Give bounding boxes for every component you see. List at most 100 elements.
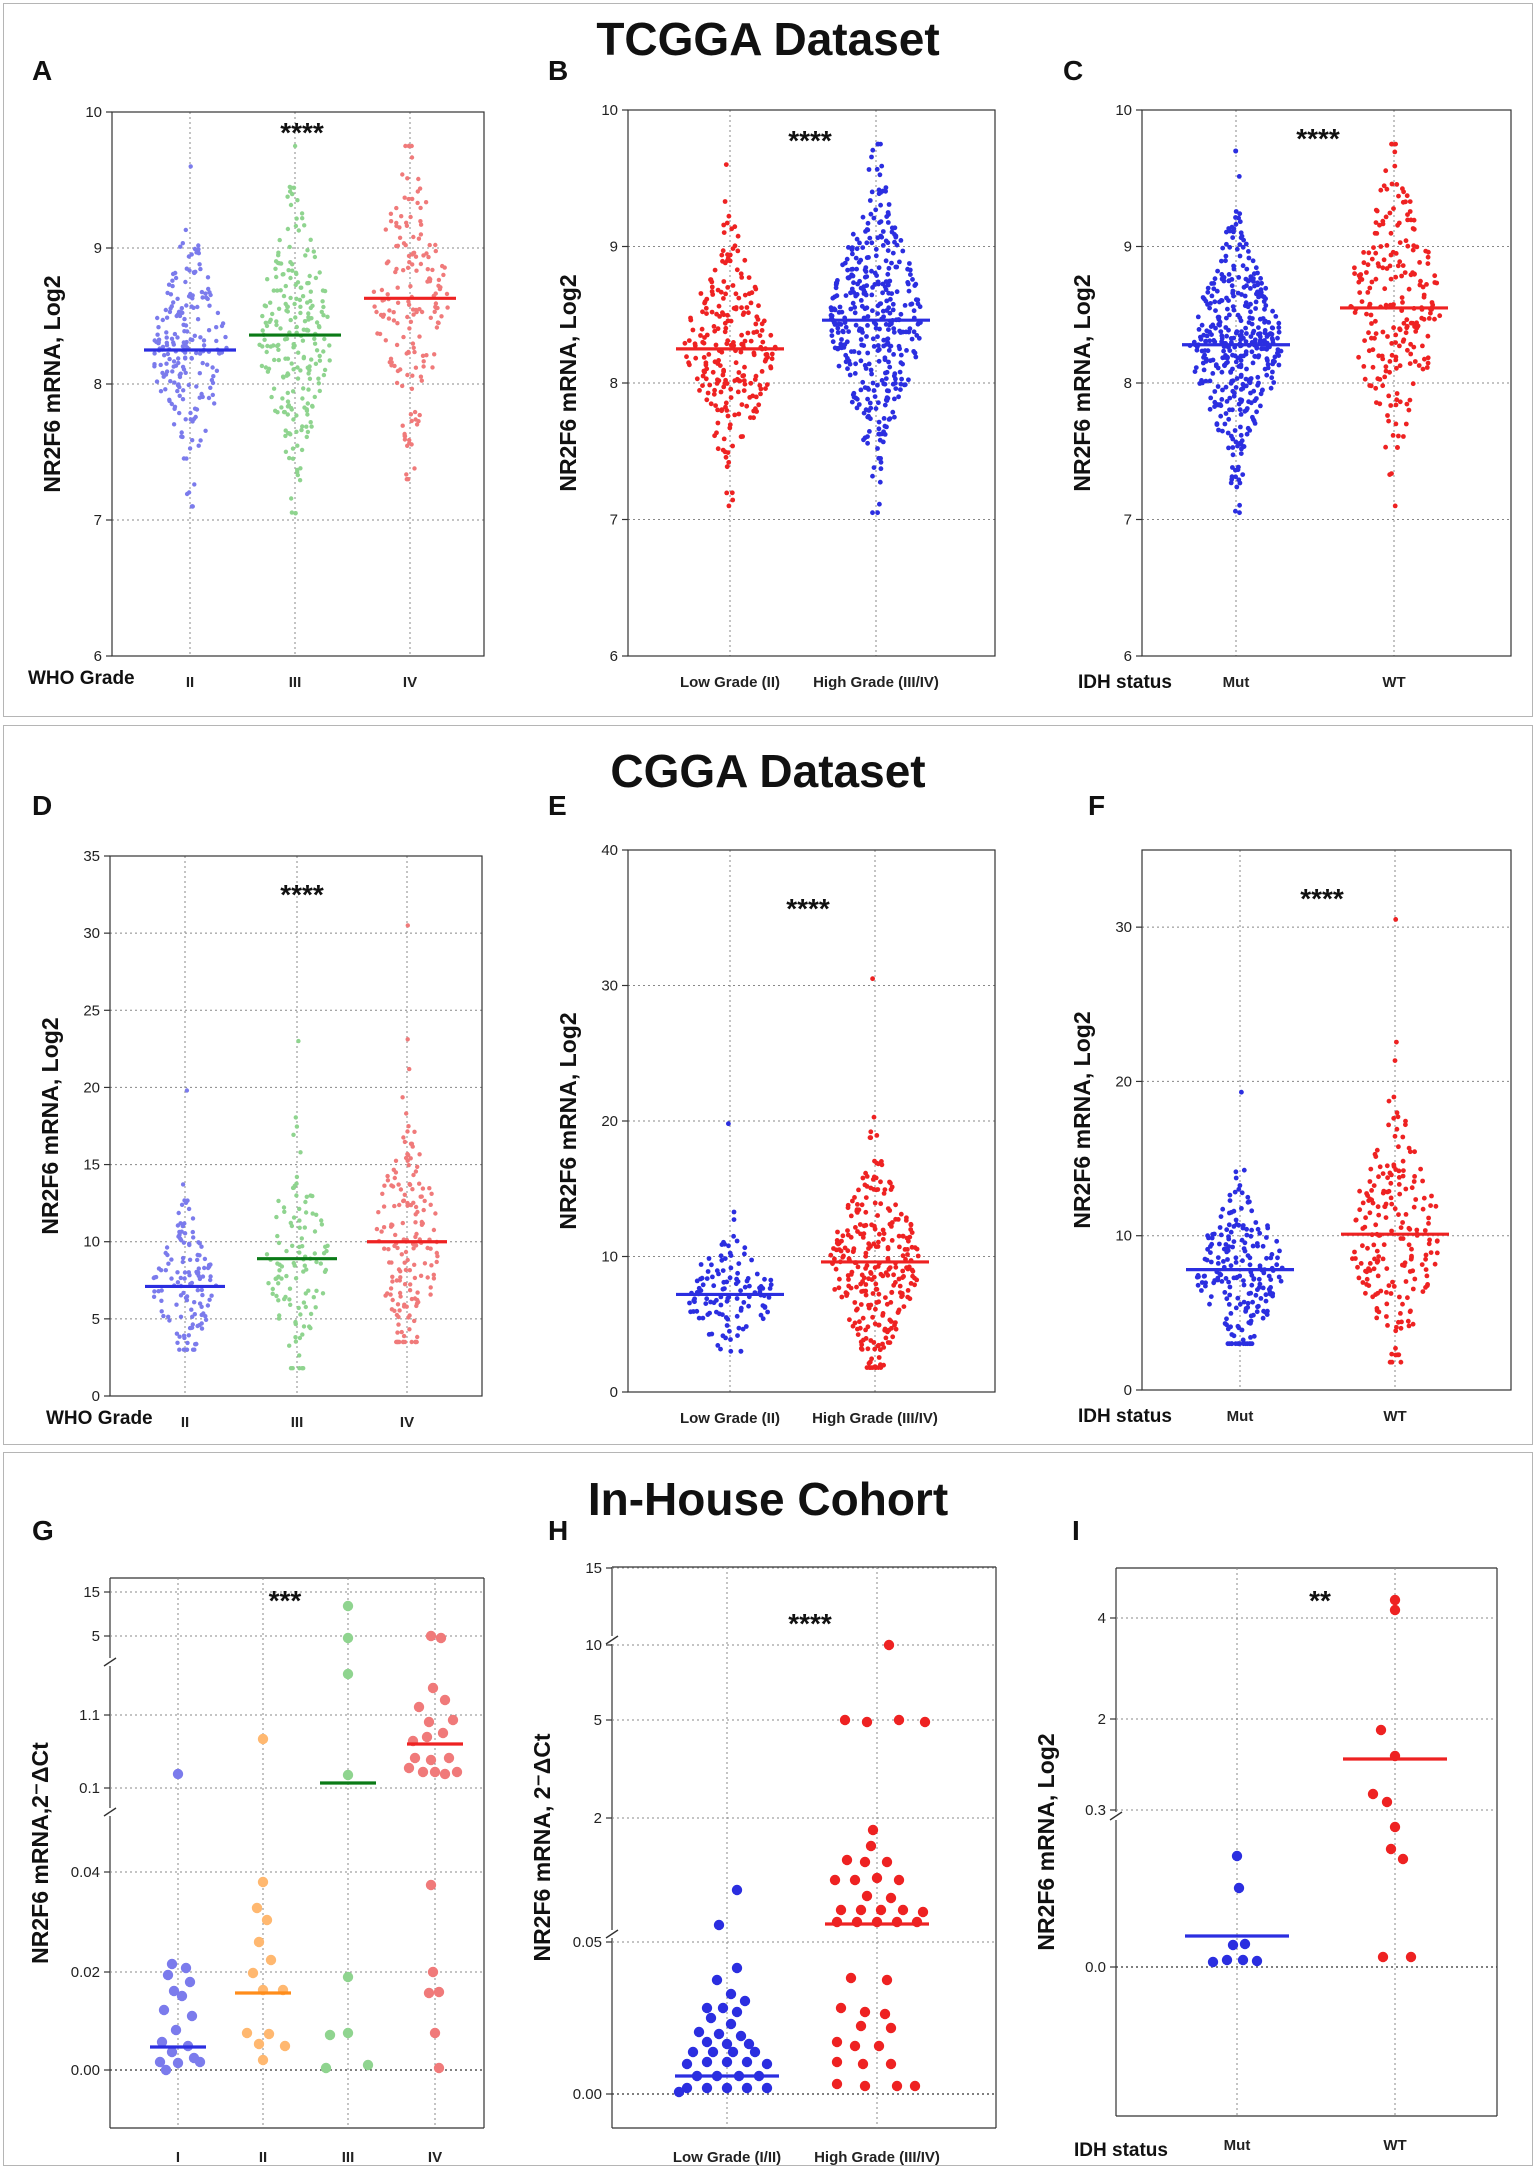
data-point [751,352,757,358]
data-point [726,1121,731,1127]
data-point [1241,237,1246,243]
data-point [303,1291,308,1296]
data-point [1405,347,1410,353]
data-point [1396,1175,1402,1180]
data-point [875,279,881,285]
data-point [210,365,215,370]
data-point [1392,1206,1398,1212]
data-point [750,393,756,399]
data-point [853,293,859,299]
data-point [1234,484,1240,490]
data-point [1233,508,1238,514]
data-point [1367,285,1373,291]
data-point [1257,1230,1263,1236]
data-point [171,342,176,347]
data-point [876,1355,882,1360]
data-point [325,314,330,319]
data-point [1412,359,1418,364]
data-point [1201,1273,1207,1279]
y-tick-label: 0.3 [1085,1802,1106,1819]
data-point [898,352,904,358]
data-point [1261,346,1267,351]
data-point [1393,332,1399,338]
data-point [400,1095,405,1100]
data-point [1244,283,1249,289]
data-point [412,1129,417,1135]
data-point [840,328,846,334]
data-point [893,1320,898,1325]
data-point [294,324,299,330]
data-point [911,329,917,335]
data-point [314,1288,319,1294]
data-point [313,361,319,366]
data-point [883,1335,889,1341]
data-point [194,2056,206,2068]
data-point [289,510,295,515]
data-point [766,1295,772,1300]
data-point [1226,278,1232,284]
data-point [1374,1147,1380,1153]
data-point [711,1283,717,1289]
data-point [1226,416,1232,422]
data-point [1262,319,1267,325]
data-point [1208,395,1214,401]
data-point [440,263,445,269]
data-point [1383,368,1389,374]
data-point [908,1222,914,1228]
data-point [406,1152,411,1158]
data-point [372,304,377,309]
data-point [870,1365,876,1370]
data-point [907,326,913,332]
data-point [1428,1203,1433,1208]
data-point [704,397,710,403]
data-point [1211,1280,1217,1286]
data-point [725,312,730,318]
data-point [1207,305,1212,311]
data-point [1404,193,1410,199]
data-point [704,311,709,316]
data-point [168,1985,180,1997]
data-point [1239,1327,1245,1333]
data-point [189,1307,194,1312]
data-point [886,212,891,217]
data-point [208,385,213,390]
data-point [172,1768,184,1780]
data-point [186,1333,191,1338]
data-point [1243,325,1248,331]
data-point [713,403,718,408]
data-point [1258,391,1264,397]
data-point [727,252,733,258]
data-point [882,1326,888,1332]
data-point [1240,244,1246,250]
data-point [151,1294,157,1300]
data-point [1209,293,1215,299]
data-point [1387,1170,1393,1176]
data-point [855,1306,860,1312]
data-point [297,1218,302,1223]
data-point [412,1262,417,1268]
data-point [175,1270,180,1275]
data-point [1230,235,1236,241]
data-point [731,1884,743,1896]
data-point [386,259,391,264]
data-point [1199,322,1205,328]
data-point [1425,355,1431,361]
data-point [159,1309,164,1314]
data-point [871,1114,877,1120]
x-axis-label: IDH status [1078,672,1172,693]
data-point [684,354,689,360]
data-point [432,309,437,314]
data-point [1380,265,1386,271]
data-point [1224,241,1229,247]
data-point [1234,376,1240,381]
data-point [845,267,850,273]
data-point [878,466,884,472]
data-point [1220,1206,1226,1212]
data-point [730,443,735,449]
data-point [421,1207,426,1213]
data-point [1388,302,1393,308]
data-point [694,376,700,382]
data-point [408,1156,413,1161]
data-point [1405,1295,1410,1301]
